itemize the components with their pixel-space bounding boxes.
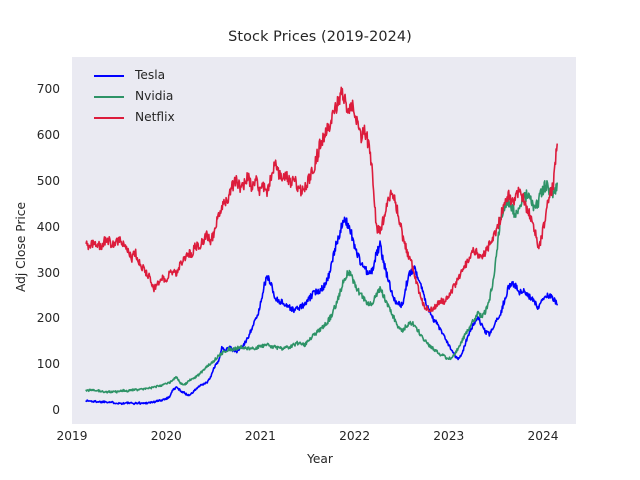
x-tick-label: 2019	[56, 429, 88, 443]
x-axis-label: Year	[307, 452, 333, 466]
legend-item-netflix[interactable]: Netflix	[94, 107, 175, 128]
y-tick-label: 300	[36, 265, 60, 280]
chart-legend: Tesla Nvidia Netflix	[94, 65, 175, 128]
y-tick-label: 700	[36, 82, 60, 97]
y-tick-label: 0	[52, 403, 60, 418]
series-line-tesla	[85, 216, 558, 406]
legend-swatch-nvidia-icon	[94, 95, 124, 98]
legend-swatch-tesla-icon	[94, 74, 124, 77]
legend-item-nvidia[interactable]: Nvidia	[94, 86, 175, 107]
legend-item-tesla[interactable]: Tesla	[94, 65, 175, 86]
x-tick-label: 2020	[150, 429, 182, 443]
series-lines	[85, 86, 558, 406]
legend-label: Netflix	[135, 110, 175, 125]
x-tick-label: 2023	[433, 429, 465, 443]
x-tick-label: 2024	[527, 429, 559, 443]
legend-label: Nvidia	[135, 89, 174, 104]
legend-label: Tesla	[135, 68, 166, 83]
y-tick-label: 400	[36, 219, 60, 234]
series-line-nvidia	[85, 179, 558, 394]
x-tick-label: 2021	[244, 429, 276, 443]
series-line-netflix	[85, 86, 558, 313]
y-tick-label: 100	[36, 357, 60, 372]
chart-title: Stock Prices (2019-2024)	[228, 29, 412, 45]
plot-area: Tesla Nvidia Netflix	[72, 57, 576, 424]
y-tick-label: 500	[36, 173, 60, 188]
y-tick-label: 600	[36, 127, 60, 142]
legend-swatch-netflix-icon	[94, 116, 124, 119]
x-tick-label: 2022	[339, 429, 371, 443]
y-tick-label: 200	[36, 311, 60, 326]
